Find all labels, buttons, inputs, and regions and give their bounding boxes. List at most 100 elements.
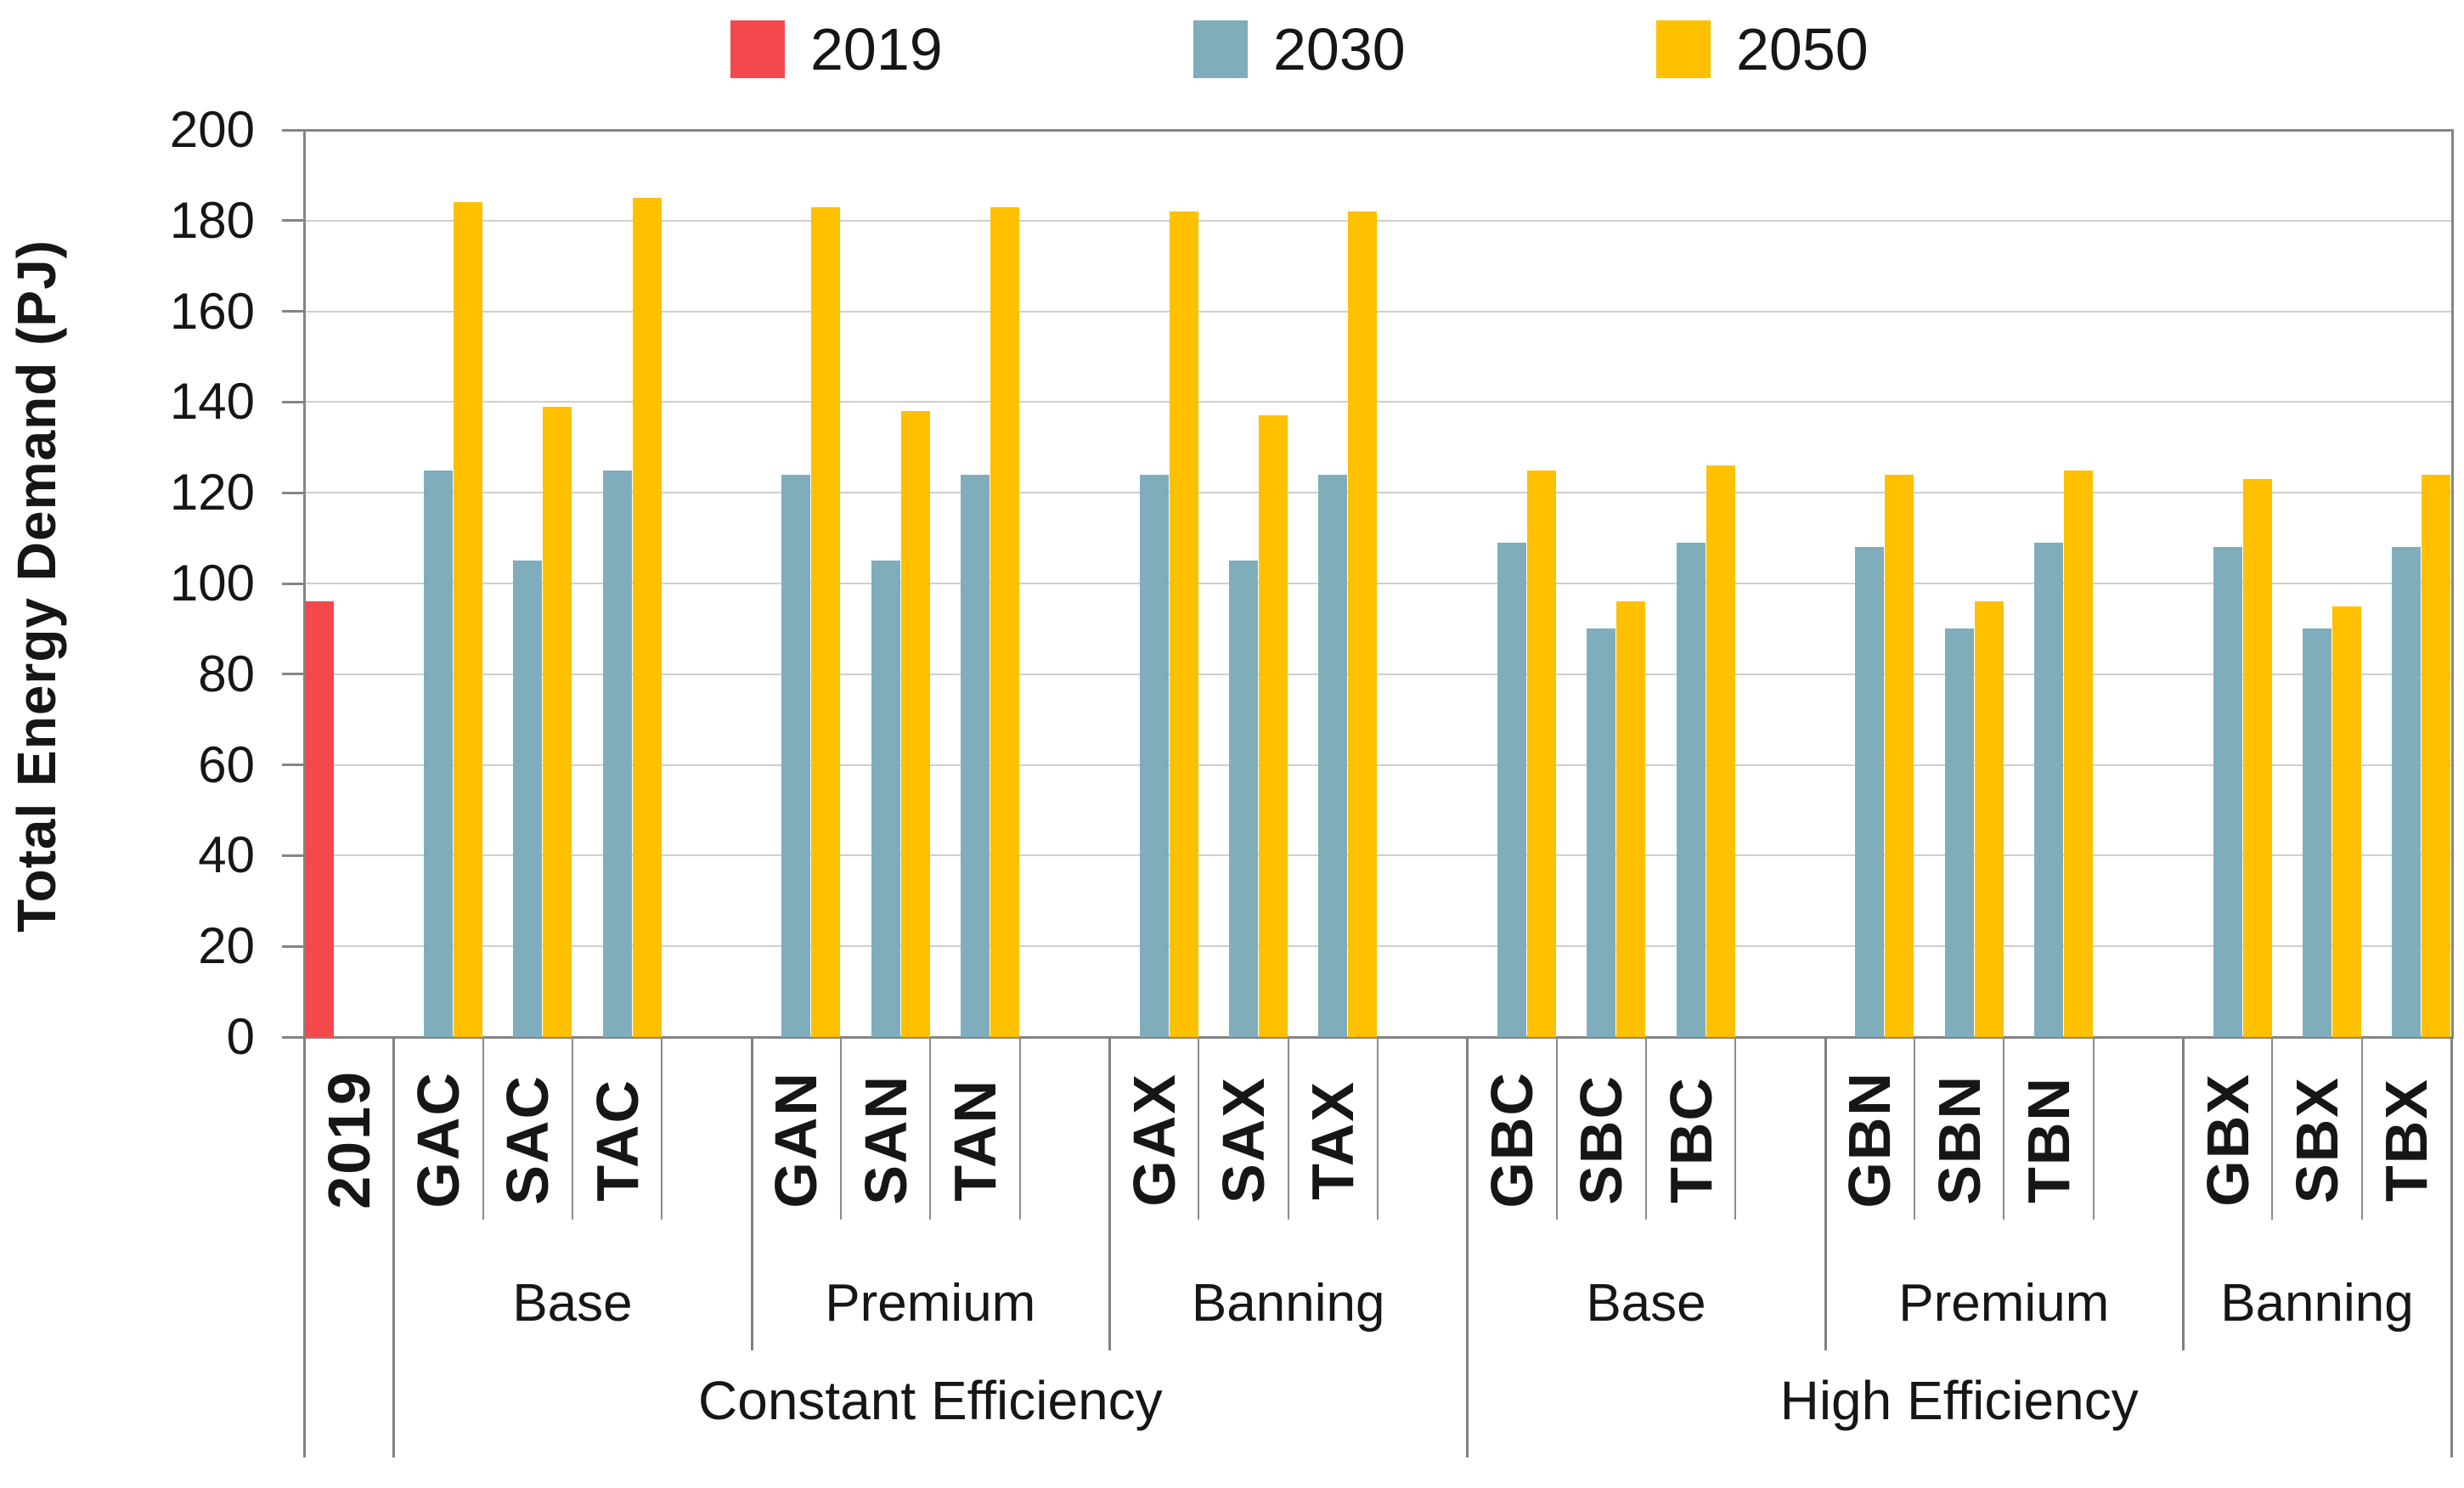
- category-cell-separator: [2092, 1037, 2095, 1220]
- category-label-SBC: SBC: [1557, 1060, 1646, 1220]
- bar-SAC-2050: [543, 406, 572, 1037]
- category-label-text: GAC: [404, 1071, 471, 1209]
- category-label-text: GAX: [1120, 1073, 1187, 1207]
- legend-item-2019: 2019: [730, 17, 943, 82]
- bar-GBN-2030: [1855, 547, 1885, 1037]
- y-tick-label-140: 140: [169, 373, 255, 431]
- y-tick-label-100: 100: [169, 555, 255, 612]
- bar-GBC-2050: [1527, 470, 1557, 1037]
- gridline-160: [304, 310, 2451, 313]
- y-axis-line: [303, 130, 306, 1037]
- category-label-TBX: TBX: [2362, 1060, 2451, 1220]
- bar-GAC-2050: [454, 202, 483, 1037]
- group-label-Base: Base: [1586, 1273, 1706, 1333]
- category-label-text: GAN: [763, 1071, 830, 1209]
- axis-group-separator: [750, 1037, 753, 1350]
- category-cell-separator: [1377, 1037, 1379, 1220]
- bar-TBC-2050: [1706, 465, 1735, 1037]
- bar-SBC-2030: [1587, 628, 1616, 1037]
- legend-swatch-2030: [1193, 20, 1248, 78]
- group-label-Banning: Banning: [2220, 1273, 2414, 1333]
- category-cell-separator: [572, 1037, 573, 1220]
- gridline-120: [304, 492, 2451, 494]
- category-label-SBN: SBN: [1914, 1060, 2004, 1220]
- category-cell-separator: [1198, 1037, 1200, 1220]
- bar-TAX-2050: [1348, 211, 1378, 1037]
- gridline-180: [304, 219, 2451, 222]
- category-cell-separator: [2003, 1037, 2005, 1220]
- group-label-Banning: Banning: [1191, 1273, 1385, 1333]
- y-axis-tick-120: [282, 491, 304, 494]
- y-axis-tick-80: [282, 673, 304, 676]
- category-label-TAX: TAX: [1288, 1060, 1378, 1220]
- bar-GAC-2030: [423, 470, 454, 1037]
- group-label-Premium: Premium: [825, 1273, 1036, 1333]
- category-label-text: GBX: [2194, 1073, 2261, 1207]
- bar-TAX-2030: [1318, 474, 1348, 1037]
- y-tick-label-160: 160: [169, 282, 255, 340]
- y-axis-tick-180: [282, 219, 304, 223]
- y-tick-label-120: 120: [169, 464, 255, 521]
- bar-GBN-2050: [1885, 474, 1914, 1037]
- y-tick-label-80: 80: [198, 645, 255, 702]
- y-axis-tick-200: [282, 128, 304, 132]
- category-cell-separator: [2360, 1037, 2363, 1220]
- category-cell-separator: [1018, 1037, 1021, 1220]
- category-label-text: SBX: [2283, 1076, 2350, 1203]
- category-label-text: SBN: [1926, 1074, 1993, 1205]
- bar-TBX-2030: [2392, 547, 2422, 1037]
- category-label-GBX: GBX: [2183, 1060, 2272, 1220]
- bar-GBX-2050: [2242, 479, 2272, 1037]
- y-axis-title: Total Energy Demand (PJ): [0, 127, 75, 1045]
- category-label-SBX: SBX: [2272, 1060, 2361, 1220]
- bar-SAN-2050: [900, 411, 930, 1037]
- category-cell-separator: [929, 1037, 932, 1220]
- gridline-40: [304, 854, 2451, 857]
- category-cell-separator: [1287, 1037, 1289, 1220]
- bar-TAC-2050: [632, 198, 662, 1037]
- category-label-TAN: TAN: [930, 1060, 1019, 1220]
- category-label-TBC: TBC: [1646, 1060, 1735, 1220]
- axis-group-separator: [2450, 1037, 2453, 1457]
- category-label-TAC: TAC: [572, 1060, 662, 1220]
- category-cell-separator: [2271, 1037, 2274, 1220]
- bar-TBC-2030: [1676, 542, 1706, 1037]
- bar-GAN-2050: [811, 206, 841, 1037]
- legend-item-2050: 2050: [1656, 17, 1869, 82]
- category-label-text: TAX: [1300, 1079, 1367, 1200]
- gridline-140: [304, 401, 2451, 403]
- gridline-80: [304, 673, 2451, 675]
- category-label-SAC: SAC: [483, 1060, 572, 1220]
- category-label-GAN: GAN: [752, 1060, 841, 1220]
- plot-top-border: [304, 129, 2454, 132]
- category-label-GAC: GAC: [393, 1060, 482, 1220]
- bar-SAC-2030: [513, 561, 543, 1037]
- supergroup-label-constant-efficiency: Constant Efficiency: [698, 1370, 1163, 1431]
- category-label-SAN: SAN: [841, 1060, 930, 1220]
- y-axis-tick-100: [282, 582, 304, 585]
- bar-SAX-2050: [1259, 415, 1288, 1037]
- y-tick-label-0: 0: [226, 1008, 255, 1065]
- group-label-Premium: Premium: [1898, 1273, 2110, 1333]
- supergroup-label-high-efficiency: High Efficiency: [1779, 1370, 2139, 1431]
- category-label-text: TBX: [2373, 1078, 2440, 1202]
- bar-SBN-2050: [1974, 601, 2004, 1037]
- y-axis-tick-140: [282, 400, 304, 403]
- axis-group-separator: [303, 1037, 306, 1457]
- category-label-text: TAC: [584, 1078, 651, 1202]
- category-label-text: 2019: [315, 1070, 382, 1209]
- bar-TBN-2050: [2064, 470, 2094, 1037]
- y-tick-label-180: 180: [169, 191, 255, 249]
- y-axis-title-text: Total Energy Demand (PJ): [6, 240, 67, 933]
- category-label-text: SAN: [852, 1074, 919, 1205]
- category-cell-separator: [840, 1037, 842, 1220]
- axis-group-separator: [1824, 1037, 1827, 1350]
- gridline-60: [304, 764, 2451, 766]
- category-label-2019: 2019: [304, 1060, 393, 1220]
- bar-SBC-2050: [1616, 601, 1646, 1037]
- bar-TBX-2050: [2422, 474, 2451, 1037]
- category-cell-separator: [1734, 1037, 1737, 1220]
- category-label-GAX: GAX: [1109, 1060, 1198, 1220]
- category-cell-separator: [482, 1037, 484, 1220]
